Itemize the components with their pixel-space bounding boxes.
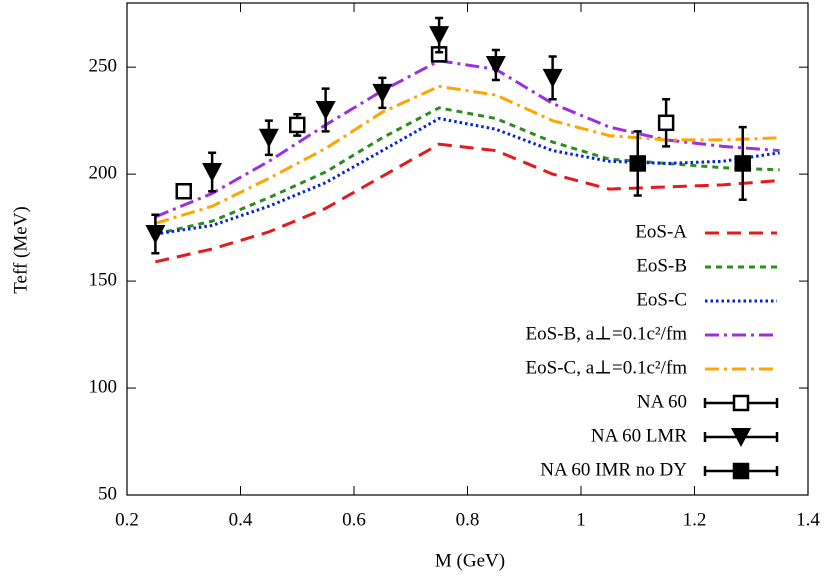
y-tick-label: 50 (98, 483, 117, 504)
y-axis-label: Teff (MeV) (10, 206, 31, 293)
x-tick-label: 0.2 (115, 509, 139, 530)
data-point (657, 114, 675, 132)
legend-marker (731, 428, 751, 447)
x-tick-label: 0.4 (229, 509, 253, 530)
data-point (734, 155, 751, 172)
plot-frame (126, 2, 809, 496)
data-point (202, 162, 223, 182)
legend-label: EoS-C, a⊥=0.1c²/fm (526, 357, 688, 378)
legend-label: NA 60 (637, 391, 687, 412)
y-tick-label: 200 (89, 162, 118, 183)
series-line (155, 106, 780, 236)
x-axis-label: M (GeV) (435, 550, 505, 571)
data-point (629, 155, 646, 172)
legend-label: NA 60 LMR (591, 425, 687, 446)
x-tick-label: 0.8 (456, 509, 480, 530)
legend-label: EoS-B, a⊥=0.1c²/fm (526, 323, 688, 344)
legend-marker (732, 394, 750, 412)
series-line (155, 142, 780, 264)
legend-label: EoS-B (636, 255, 687, 276)
legend-marker (732, 462, 750, 480)
y-tick-label: 250 (89, 56, 118, 77)
x-tick-label: 0.6 (342, 509, 366, 530)
data-point (175, 182, 192, 200)
legend-label: NA 60 IMR no DY (540, 459, 687, 480)
x-tick-label: 1.4 (796, 509, 820, 530)
y-tick-label: 150 (89, 269, 118, 290)
data-point (145, 225, 166, 245)
data-point (315, 100, 336, 120)
data-point (485, 56, 506, 76)
data-point (372, 83, 393, 103)
legend-label: EoS-A (635, 221, 687, 242)
data-point (258, 128, 279, 148)
legend-label: EoS-C (636, 289, 687, 310)
data-point (289, 116, 306, 134)
series-line (155, 116, 780, 236)
data-point (542, 68, 563, 88)
x-tick-label: 1 (576, 509, 586, 530)
series-line (154, 84, 780, 225)
x-tick-label: 1.2 (683, 509, 707, 530)
data-point (429, 26, 450, 46)
y-tick-label: 100 (89, 376, 118, 397)
